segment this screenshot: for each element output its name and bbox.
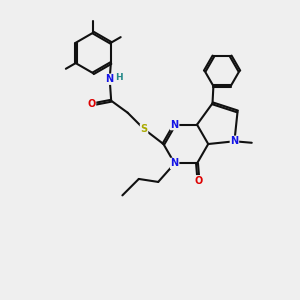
Text: N: N [105,74,113,84]
Text: N: N [171,158,179,168]
Text: O: O [87,99,96,109]
Text: N: N [171,120,179,130]
Text: N: N [230,136,238,146]
Text: S: S [140,124,148,134]
Text: O: O [194,176,202,186]
Text: H: H [115,73,122,82]
